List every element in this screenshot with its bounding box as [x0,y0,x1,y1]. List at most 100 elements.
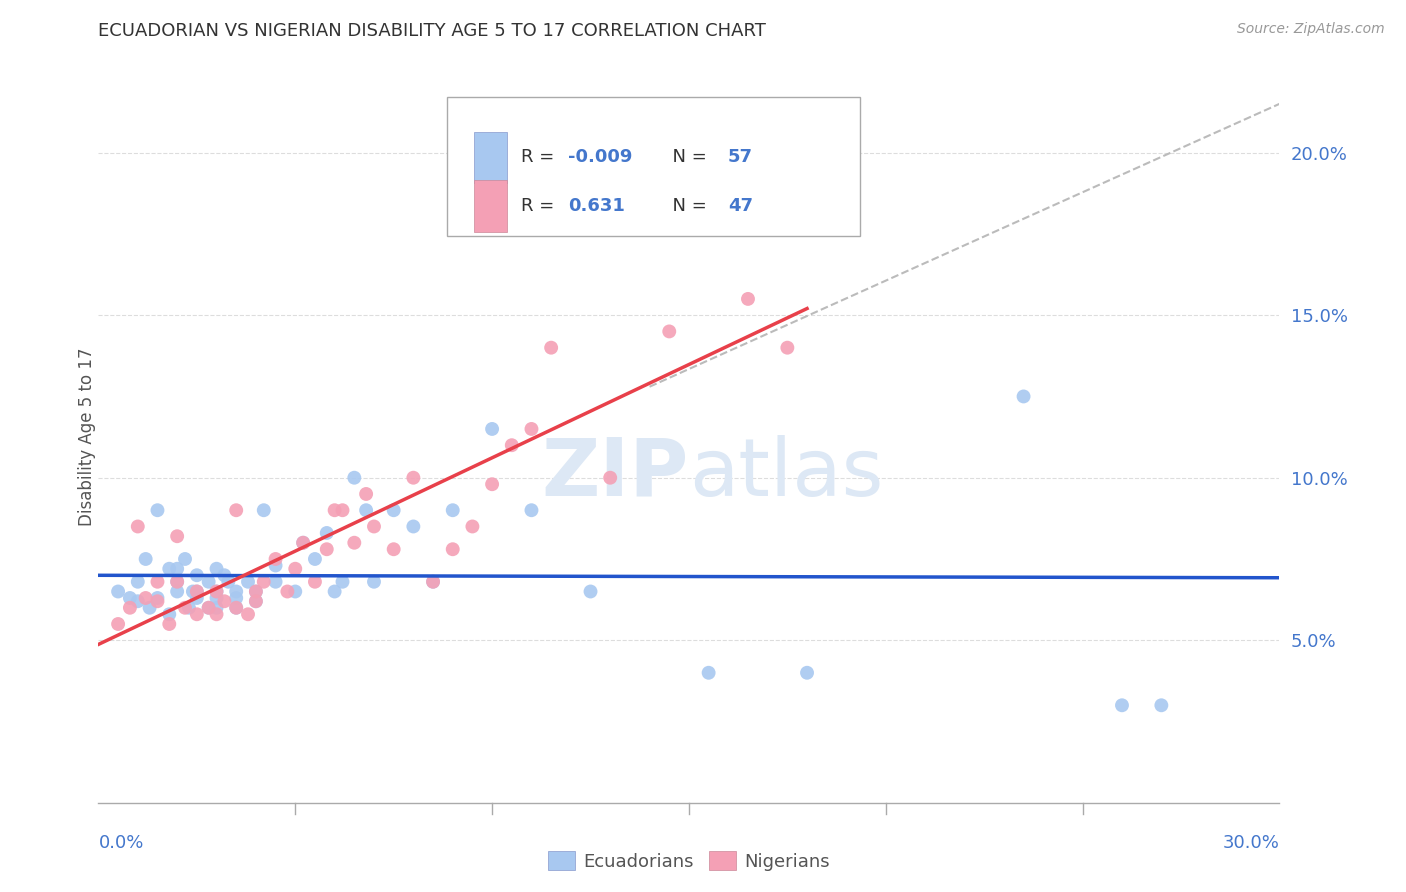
Point [540,341,562,355]
Point [157,562,180,576]
Point [217,574,239,589]
Point [166,562,188,576]
Point [1012,389,1035,403]
Text: ECUADORIAN VS NIGERIAN DISABILITY AGE 5 TO 17 CORRELATION CHART: ECUADORIAN VS NIGERIAN DISABILITY AGE 5 … [98,22,766,40]
Point [402,519,425,533]
Point [292,535,315,549]
Point [332,503,354,517]
Text: 47: 47 [728,197,754,215]
Point [520,503,543,517]
Point [236,574,259,589]
Point [166,529,188,543]
Point [245,594,267,608]
Point [138,600,160,615]
Point [315,542,337,557]
Point [292,535,315,549]
Point [599,471,621,485]
Point [205,584,228,599]
Point [776,341,799,355]
Point [197,574,219,589]
Point [481,477,503,491]
Point [579,584,602,599]
Point [146,591,169,605]
Point [205,591,228,605]
Point [363,519,385,533]
Point [214,568,236,582]
Point [181,584,204,599]
Point [520,422,543,436]
Point [323,503,346,517]
Point [402,471,425,485]
Point [174,600,197,615]
Point [107,584,129,599]
Point [186,607,208,622]
Point [135,552,157,566]
Point [135,591,157,605]
Point [118,600,141,615]
Text: ZIP: ZIP [541,434,689,513]
Point [332,574,354,589]
Point [737,292,759,306]
Point [264,558,287,573]
Point [245,594,267,608]
Point [363,574,385,589]
Point [354,503,377,517]
Point [225,600,247,615]
Point [166,584,188,599]
Point [186,591,208,605]
Point [284,584,307,599]
Text: -0.009: -0.009 [568,148,633,166]
Point [197,600,219,615]
Point [1111,698,1133,713]
Point [157,617,180,632]
Point [127,574,149,589]
Text: R =: R = [522,148,560,166]
Text: N =: N = [661,148,711,166]
Point [205,607,228,622]
Point [461,519,484,533]
Point [197,600,219,615]
Point [304,552,326,566]
Point [481,422,503,436]
Point [225,503,247,517]
Point [118,591,141,605]
Legend: Ecuadorians, Nigerians: Ecuadorians, Nigerians [540,844,838,878]
Point [264,552,287,566]
Point [441,542,464,557]
Point [225,600,247,615]
Point [343,471,366,485]
Point [501,438,523,452]
Text: 0.631: 0.631 [568,197,626,215]
Text: N =: N = [661,197,711,215]
Point [225,591,247,605]
Point [214,594,236,608]
Point [107,617,129,632]
Text: R =: R = [522,197,560,215]
Point [323,584,346,599]
Point [1150,698,1173,713]
Point [354,487,377,501]
Point [186,584,208,599]
Point [146,503,169,517]
Point [264,574,287,589]
Text: 57: 57 [728,148,754,166]
Point [382,503,405,517]
Point [205,562,228,576]
Point [245,584,267,599]
Point [177,600,200,615]
Point [253,503,276,517]
FancyBboxPatch shape [474,132,508,183]
Point [253,574,276,589]
Point [157,607,180,622]
Point [245,584,267,599]
Point [174,552,197,566]
Point [276,584,298,599]
Point [796,665,818,680]
Point [166,574,188,589]
Point [422,574,444,589]
Point [422,574,444,589]
FancyBboxPatch shape [447,97,860,235]
Point [225,584,247,599]
Text: atlas: atlas [689,434,883,513]
Point [658,325,681,339]
